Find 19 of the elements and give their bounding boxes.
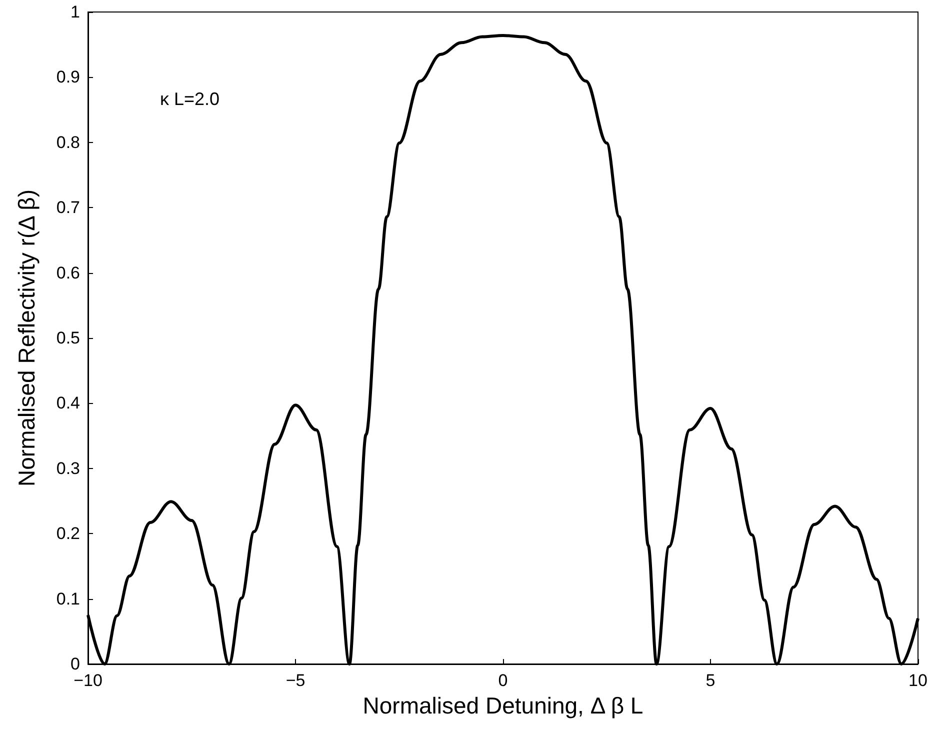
y-tick-label: 0.7 (56, 198, 80, 218)
y-tick-label: 0.2 (56, 524, 80, 544)
y-tick-label: 0.9 (56, 68, 80, 87)
annotation: κ L=2.0 (160, 89, 220, 109)
y-tick-label: 0.3 (56, 458, 80, 478)
x-tick-label: 5 (706, 671, 716, 690)
y-tick-label: 0 (70, 654, 80, 674)
x-tick-label: −5 (286, 671, 306, 690)
y-tick-label: 1 (70, 2, 80, 22)
y-tick-label: 0.1 (56, 589, 80, 608)
y-tick-label: 0.8 (56, 132, 80, 152)
x-axis-title: Normalised Detuning, Δ β L (362, 692, 644, 718)
x-tick-label: 0 (498, 671, 508, 690)
x-tick-label: −10 (74, 671, 102, 690)
y-axis-title: Normalised Reflectivity r(Δ β) (14, 190, 40, 486)
y-tick-label: 0.5 (56, 328, 80, 348)
y-tick-label: 0.6 (56, 263, 80, 282)
x-tick-label: 10 (908, 671, 928, 690)
y-tick-label: 0.4 (56, 394, 80, 413)
